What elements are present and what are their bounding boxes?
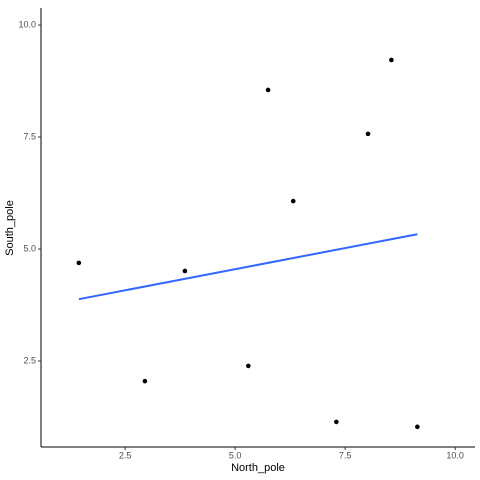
x-tick-label: 10.0 <box>446 450 464 460</box>
point <box>182 268 188 274</box>
y-tick-label: 7.5 <box>23 131 36 141</box>
y-tick-label: 10.0 <box>18 19 36 29</box>
point <box>290 198 296 204</box>
point <box>76 260 82 266</box>
point <box>142 378 148 384</box>
point <box>365 131 371 137</box>
x-tick-label: 2.5 <box>119 450 132 460</box>
point <box>246 363 251 369</box>
x-tick-label: 5.0 <box>229 450 242 460</box>
x-tick-label: 7.5 <box>339 450 352 460</box>
x-axis-title: North_pole <box>231 462 285 474</box>
point <box>265 87 271 93</box>
y-tick-label: 2.5 <box>23 355 36 365</box>
point <box>334 419 339 425</box>
y-tick-label: 5.0 <box>23 243 36 253</box>
point <box>415 424 420 430</box>
trend-line <box>78 233 418 301</box>
y-axis-title: South_pole <box>4 200 16 256</box>
point <box>389 57 394 63</box>
